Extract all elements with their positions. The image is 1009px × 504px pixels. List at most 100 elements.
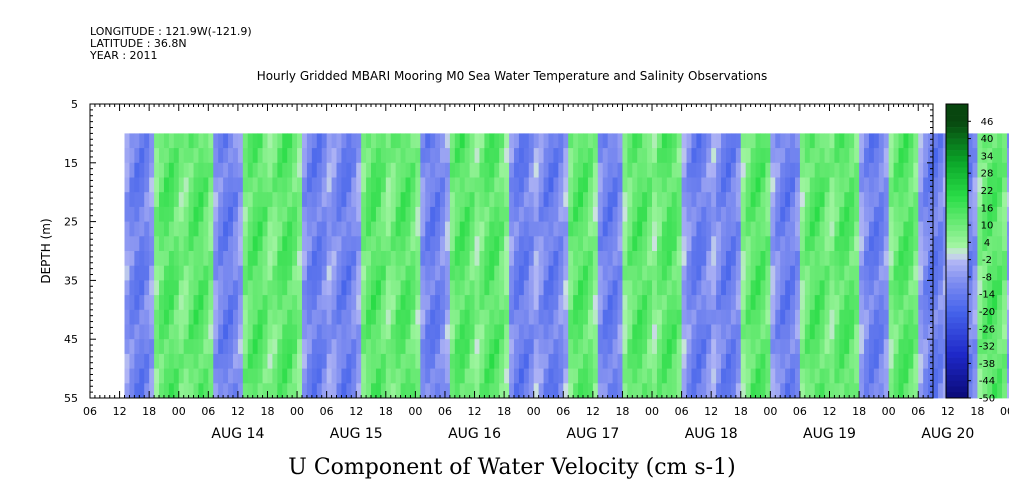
- heatmap-cell: [459, 368, 466, 384]
- heatmap-cell: [721, 162, 727, 178]
- heatmap-cell: [134, 309, 140, 325]
- heatmap-cell: [740, 192, 747, 208]
- heatmap-cell: [587, 265, 594, 281]
- heatmap-cell: [435, 309, 441, 325]
- heatmap-cell: [888, 383, 894, 399]
- heatmap-cell: [311, 265, 318, 281]
- heatmap-cell: [785, 280, 791, 296]
- heatmap-cell: [725, 280, 732, 296]
- colorbar-swatch: [946, 202, 968, 209]
- colorbar-swatch: [946, 161, 968, 168]
- heatmap-cell: [193, 221, 199, 237]
- heatmap-cell: [168, 192, 175, 208]
- heatmap-cell: [415, 206, 421, 222]
- heatmap-cell: [139, 133, 145, 149]
- heatmap-cell: [937, 148, 944, 164]
- heatmap-cell: [232, 133, 239, 149]
- heatmap-cell: [622, 383, 628, 399]
- heatmap-cell: [933, 236, 939, 252]
- heatmap-cell: [459, 206, 466, 222]
- heatmap-cell: [440, 280, 446, 296]
- heatmap-cell: [134, 162, 140, 178]
- heatmap-cell: [523, 236, 530, 252]
- heatmap-cell: [553, 353, 559, 369]
- heatmap-cell: [676, 206, 682, 222]
- heatmap-cell: [637, 324, 643, 340]
- heatmap-cell: [390, 280, 397, 296]
- heatmap-cell: [730, 177, 737, 193]
- heatmap-cell: [918, 368, 924, 384]
- heatmap-cell: [849, 280, 855, 296]
- heatmap-cell: [430, 280, 436, 296]
- heatmap-cell: [395, 339, 401, 355]
- heatmap-cell: [163, 206, 170, 222]
- heatmap-cell: [518, 353, 525, 369]
- heatmap-cell: [440, 324, 446, 340]
- heatmap-cell: [844, 236, 850, 252]
- heatmap-cell: [400, 383, 406, 399]
- heatmap-cell: [469, 192, 475, 208]
- heatmap-cell: [854, 353, 860, 369]
- heatmap-cell: [878, 265, 885, 281]
- heatmap-cell: [893, 324, 899, 340]
- heatmap-cell: [287, 221, 293, 237]
- heatmap-cell: [316, 192, 323, 208]
- heatmap-cell: [336, 192, 342, 208]
- heatmap-cell: [809, 280, 816, 296]
- heatmap-cell: [405, 221, 411, 237]
- heatmap-cell: [794, 309, 801, 325]
- heatmap-cell: [859, 162, 865, 178]
- heatmap-cell: [656, 324, 663, 340]
- heatmap-cell: [937, 206, 944, 222]
- heatmap-cell: [883, 192, 890, 208]
- heatmap-cell: [469, 148, 475, 164]
- heatmap-cell: [385, 339, 392, 355]
- heatmap-cell: [878, 177, 885, 193]
- heatmap-cell: [819, 383, 825, 399]
- heatmap-cell: [464, 280, 471, 296]
- heatmap-cell: [489, 368, 495, 384]
- heatmap-cell: [893, 368, 899, 384]
- heatmap-cell: [203, 133, 209, 149]
- heatmap-cell: [972, 133, 978, 149]
- heatmap-cell: [804, 295, 811, 311]
- heatmap-cell: [696, 192, 702, 208]
- heatmap-cell: [563, 324, 569, 340]
- heatmap-cell: [578, 280, 584, 296]
- heatmap-cell: [908, 265, 914, 281]
- heatmap-cell: [400, 177, 406, 193]
- heatmap-cell: [583, 309, 589, 325]
- heatmap-cell: [129, 339, 135, 355]
- heatmap-cell: [878, 309, 885, 325]
- heatmap-cell: [425, 309, 431, 325]
- x-tick-label: 06: [556, 405, 570, 418]
- heatmap-cell: [504, 177, 510, 193]
- heatmap-cell: [558, 339, 564, 355]
- heatmap-cell: [173, 148, 180, 164]
- heatmap-cell: [380, 221, 387, 237]
- heatmap-cell: [883, 251, 890, 267]
- heatmap-cell: [652, 148, 658, 164]
- heatmap-cell: [504, 309, 510, 325]
- heatmap-cell: [725, 339, 732, 355]
- heatmap-cell: [553, 280, 559, 296]
- heatmap-cell: [272, 192, 278, 208]
- heatmap-cell: [632, 221, 638, 237]
- heatmap-cell: [592, 280, 599, 296]
- heatmap-cell: [420, 206, 426, 222]
- heatmap-cell: [883, 221, 890, 237]
- heatmap-cell: [159, 251, 165, 267]
- heatmap-cell: [129, 192, 135, 208]
- heatmap-cell: [696, 295, 702, 311]
- heatmap-cell: [977, 192, 983, 208]
- heatmap-cell: [469, 236, 475, 252]
- heatmap-cell: [883, 265, 890, 281]
- heatmap-cell: [627, 368, 633, 384]
- heatmap-cell: [799, 162, 806, 178]
- heatmap-cell: [188, 383, 194, 399]
- heatmap-cell: [834, 177, 840, 193]
- heatmap-cell: [587, 339, 594, 355]
- heatmap-cell: [203, 236, 209, 252]
- heatmap-cell: [760, 177, 766, 193]
